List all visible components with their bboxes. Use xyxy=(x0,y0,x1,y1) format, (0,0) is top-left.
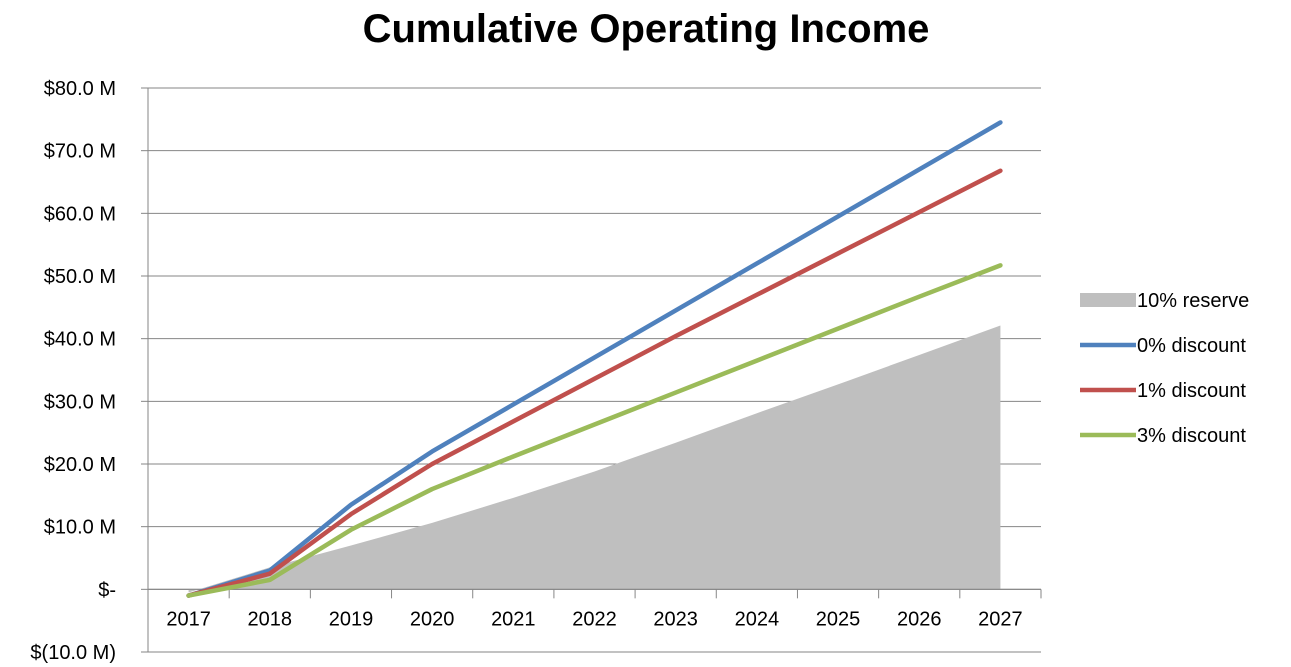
y-tick-label: $40.0 M xyxy=(44,329,116,351)
y-tick-labels: $80.0 M $70.0 M $60.0 M $50.0 M $40.0 M $30.0… xyxy=(30,78,116,664)
y-tick-label: $(10.0 M) xyxy=(30,642,116,664)
y-tick-label: $10.0 M xyxy=(44,517,116,539)
x-tick-label: 2019 xyxy=(329,608,374,630)
legend-swatch xyxy=(1080,293,1136,307)
legend-item: 1% discount xyxy=(1080,380,1246,402)
chart-title: Cumulative Operating Income xyxy=(363,7,930,51)
legend-item: 3% discount xyxy=(1080,425,1246,447)
x-tick-label: 2017 xyxy=(166,608,211,630)
x-tick-labels: 2017 2018 2019 2020 2021 2022 2023 2024 2025 2026… xyxy=(166,608,1022,630)
x-tick-label: 2018 xyxy=(248,608,293,630)
legend-label: 1% discount xyxy=(1137,380,1246,402)
legend-label: 0% discount xyxy=(1137,335,1246,357)
legend-label: 3% discount xyxy=(1137,425,1246,447)
x-tick-label: 2027 xyxy=(978,608,1023,630)
area-series-layer xyxy=(188,325,1001,593)
axes xyxy=(141,87,1042,653)
y-tick-label: $20.0 M xyxy=(44,454,116,476)
line-series-layer xyxy=(186,120,1003,598)
x-tick-label: 2026 xyxy=(897,608,942,630)
y-tick-label: $60.0 M xyxy=(44,203,116,225)
x-tick-label: 2023 xyxy=(653,608,698,630)
y-tick-label: $70.0 M xyxy=(44,141,116,163)
legend-item: 0% discount xyxy=(1080,335,1246,357)
y-tick-label: $- xyxy=(98,579,116,601)
x-tick-label: 2024 xyxy=(735,608,780,630)
line-series-1-discount xyxy=(186,168,1003,598)
x-tick-label: 2022 xyxy=(572,608,617,630)
line-series-0-discount xyxy=(186,120,1003,598)
area-series-reserve xyxy=(188,325,1001,593)
y-tick-label: $30.0 M xyxy=(44,391,116,413)
legend-label: 10% reserve xyxy=(1137,290,1249,312)
x-tick-label: 2020 xyxy=(410,608,455,630)
line-series-3-discount xyxy=(186,263,1003,598)
legend-item: 10% reserve xyxy=(1080,290,1249,312)
y-tick-label: $80.0 M xyxy=(44,78,116,100)
x-tick-label: 2025 xyxy=(816,608,861,630)
legend: 10% reserve 0% discount 1% discount 3% disc… xyxy=(1080,290,1249,447)
x-tick-label: 2021 xyxy=(491,608,536,630)
y-tick-label: $50.0 M xyxy=(44,266,116,288)
